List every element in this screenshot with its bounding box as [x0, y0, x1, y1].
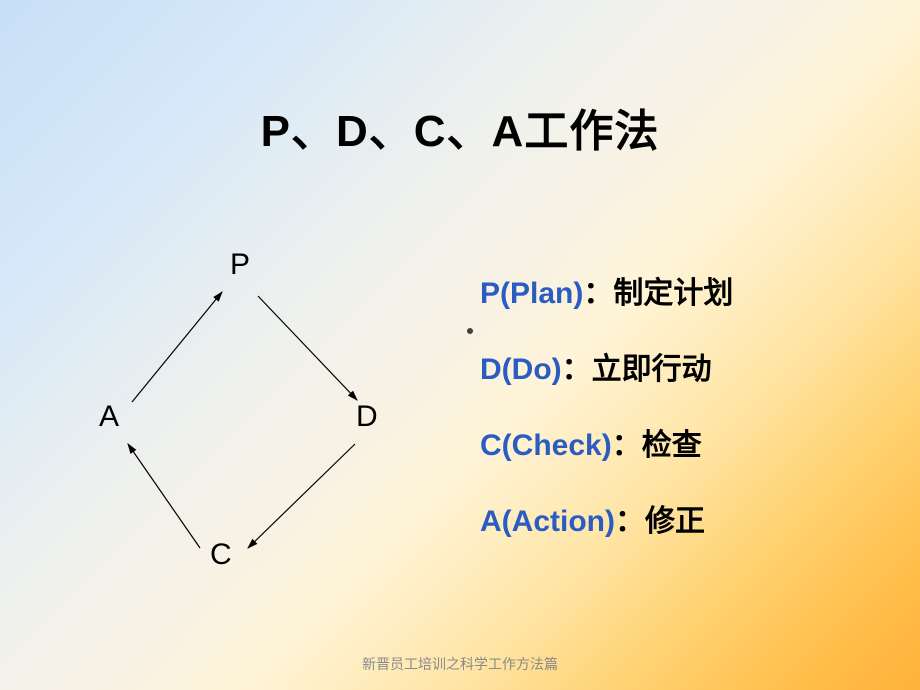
footer-text: 新晋员工培训之科学工作方法篇: [0, 654, 920, 674]
bullet-dot: [467, 328, 473, 334]
bullet-sep: ：: [615, 505, 645, 538]
bullet-key: C(Check): [480, 429, 612, 462]
bullet-a: A(Action)：修正: [480, 496, 705, 540]
bullet-label: 修正: [645, 505, 705, 538]
bullet-key: A(Action): [480, 505, 615, 538]
edge-c-a: [128, 444, 200, 548]
bullet-key: D(Do): [480, 353, 562, 386]
bullet-p: P(Plan)：制定计划: [480, 268, 733, 312]
bullet-label: 立即行动: [592, 353, 712, 386]
bullet-c: C(Check)：检查: [480, 420, 702, 464]
edge-d-c: [248, 444, 355, 548]
bullet-sep: ：: [612, 429, 642, 462]
bullet-key: P(Plan): [480, 277, 583, 310]
bullet-sep: ：: [583, 277, 613, 310]
edge-p-d: [258, 296, 357, 400]
bullet-label: 制定计划: [613, 277, 733, 310]
slide: P、D、C、A工作法 P D C A P(Plan)：制定计划 D(Do)：立即…: [0, 0, 920, 690]
bullet-d: D(Do)：立即行动: [480, 344, 712, 388]
diagram-arrows: [0, 0, 920, 690]
bullet-sep: ：: [562, 353, 592, 386]
bullet-label: 检查: [642, 429, 702, 462]
edge-a-p: [132, 292, 222, 402]
